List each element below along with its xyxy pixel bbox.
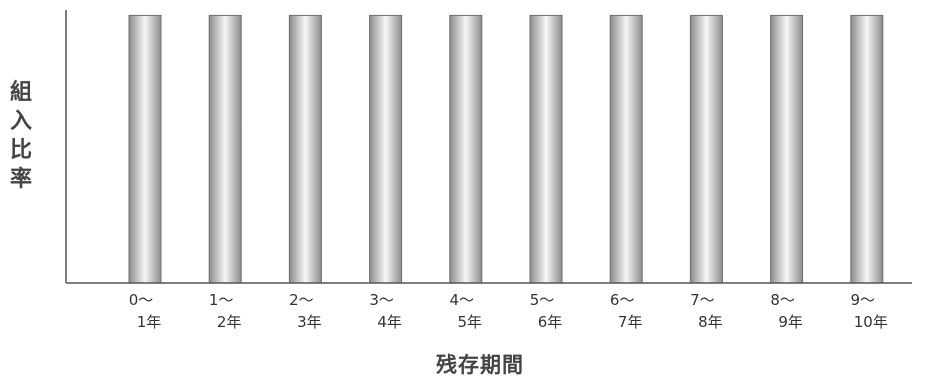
bar-2 (288, 14, 322, 284)
tick-label-2-line2: 3年 (297, 313, 322, 331)
tick-label-6-line2: 7年 (618, 313, 643, 331)
tick-label-7-line2: 8年 (698, 313, 723, 331)
tick-label-9-line1: 9～ (851, 291, 876, 309)
bar-6 (609, 14, 643, 284)
bar-4 (449, 14, 483, 284)
tick-label-8-line2: 9年 (778, 313, 803, 331)
bar-8 (770, 14, 804, 284)
tick-label-8-line1: 8～ (770, 291, 795, 309)
tick-label-0-line1: 0～ (129, 291, 154, 309)
tick-label-6-line1: 6～ (610, 291, 635, 309)
bars-layer (128, 14, 884, 284)
tick-labels-layer: 0～ 1年 1～ 2年 2～ 3年 3～ 4年 4～ 5年 5～ 6年 6～ 7年 7～ 8年 8～ 9年 9～ 10… (129, 291, 888, 331)
tick-label-0-line2: 1年 (137, 313, 162, 331)
y-axis-title: 組入比率 (9, 80, 32, 192)
bar-5 (529, 14, 563, 284)
bar-3 (369, 14, 403, 284)
tick-label-1-line2: 2年 (217, 313, 242, 331)
tick-label-4-line2: 5年 (458, 313, 483, 331)
bar-7 (689, 14, 723, 284)
tick-label-5-line1: 5～ (530, 291, 555, 309)
tick-label-9-line2: 10年 (854, 313, 888, 331)
bar-0 (128, 14, 162, 284)
bar-9 (850, 14, 884, 284)
tick-label-3-line2: 4年 (377, 313, 402, 331)
tick-label-2-line1: 2～ (289, 291, 314, 309)
tick-label-3-line1: 3～ (369, 291, 394, 309)
bar-1 (208, 14, 242, 284)
tick-label-5-line2: 6年 (538, 313, 563, 331)
tick-label-4-line1: 4～ (450, 291, 475, 309)
tick-label-1-line1: 1～ (209, 291, 234, 309)
x-axis-title: 残存期間 (436, 353, 524, 377)
tick-label-7-line1: 7～ (690, 291, 715, 309)
axes-layer (65, 10, 912, 284)
